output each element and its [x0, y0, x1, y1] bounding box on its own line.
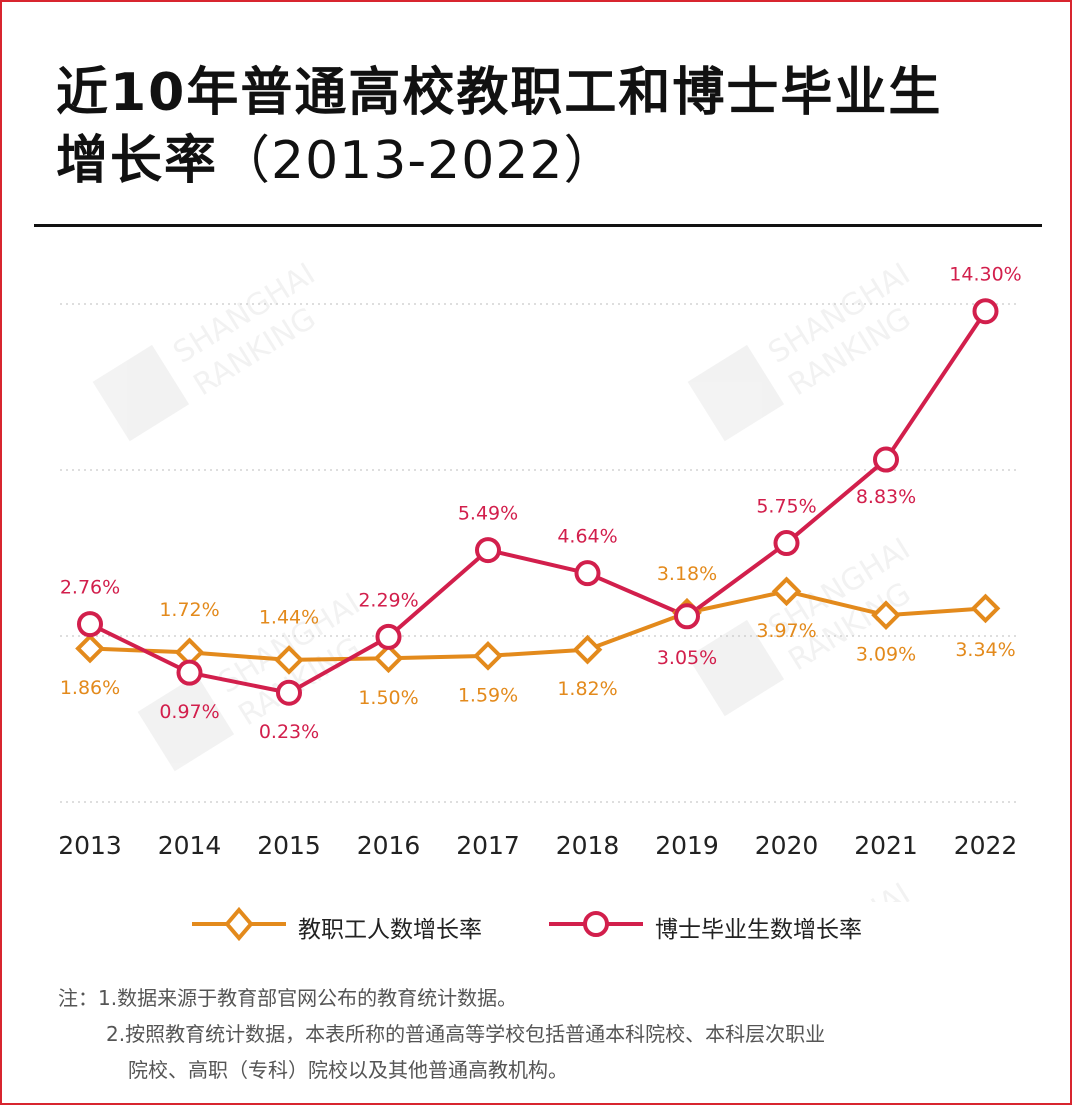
footnote-3: 院校、高职（专科）院校以及其他普通高教机构。	[128, 1058, 568, 1082]
gridlines	[60, 303, 1020, 803]
x-tick-2014: 2014	[158, 831, 222, 860]
circle-marker-icon	[549, 911, 643, 937]
marker-phd-2016	[375, 623, 402, 650]
label-teachers-2015: 1.44%	[259, 606, 319, 628]
label-phd-2021: 8.83%	[856, 486, 916, 508]
series-line-phd	[89, 310, 988, 695]
label-phd-2013: 2.76%	[60, 577, 120, 599]
marker-teachers-2013	[75, 633, 105, 664]
x-tick-2022: 2022	[954, 831, 1018, 860]
x-tick-2020: 2020	[755, 831, 819, 860]
x-tick-2019: 2019	[655, 831, 719, 860]
label-phd-2015: 0.23%	[259, 721, 319, 743]
label-teachers-2022: 3.34%	[955, 639, 1015, 661]
label-phd-2020: 5.75%	[756, 496, 816, 518]
label-phd-2016: 2.29%	[358, 589, 418, 611]
legend-label-teachers: 教职工人数增长率	[298, 917, 482, 943]
x-tick-2017: 2017	[456, 831, 520, 860]
marker-phd-2022	[972, 298, 999, 325]
marker-phd-2013	[77, 611, 103, 638]
label-teachers-2021: 3.09%	[856, 644, 916, 666]
label-teachers-2014: 1.72%	[159, 599, 219, 621]
label-teachers-2016: 1.50%	[358, 687, 418, 709]
series-line-teachers	[89, 589, 986, 662]
series-layer	[75, 298, 1001, 706]
label-phd-2014: 0.97%	[159, 701, 219, 723]
marker-teachers-2018	[572, 634, 603, 665]
marker-teachers-2021	[871, 600, 901, 631]
marker-teachers-2016	[373, 643, 404, 674]
x-tick-2015: 2015	[257, 831, 321, 860]
x-tick-2021: 2021	[854, 831, 918, 860]
x-axis: 2013 2014 2015 2016 2017 2018 2019 2020 2021 2022	[58, 831, 1017, 860]
x-tick-2013: 2013	[58, 831, 122, 860]
marker-teachers-2022	[970, 593, 1001, 624]
watermark-text: SHANGHAI	[762, 876, 916, 902]
marker-teachers-2015	[274, 645, 304, 675]
x-tick-2018: 2018	[556, 831, 620, 860]
marker-phd-2018	[574, 560, 601, 587]
chart-legend: 教职工人数增长率 博士毕业生数增长率	[2, 904, 1070, 944]
chart-title-years: （2013-2022）	[218, 131, 617, 191]
label-teachers-2018: 1.82%	[557, 678, 617, 700]
x-tick-2016: 2016	[357, 831, 421, 860]
label-phd-2019: 3.05%	[657, 647, 717, 669]
marker-phd-2017	[475, 537, 501, 564]
marker-phd-2015	[276, 679, 302, 706]
marker-phd-2021	[873, 446, 899, 473]
marker-teachers-2020	[771, 576, 802, 607]
title-divider	[34, 224, 1042, 227]
marker-phd-2014	[176, 659, 203, 686]
marker-phd-2019	[674, 603, 700, 630]
legend-label-phd: 博士毕业生数增长率	[655, 917, 862, 943]
label-teachers-2013: 1.86%	[60, 677, 120, 699]
marker-phd-2020	[773, 530, 800, 557]
footnote-2: 2.按照教育统计数据，本表所称的普通高等学校包括普通本科院校、本科层次职业	[106, 1022, 826, 1046]
chart-title-main: 增长率	[56, 131, 219, 191]
footnote-1: 注：1.数据来源于教育部官网公布的教育统计数据。	[58, 986, 518, 1010]
diamond-marker-icon	[192, 906, 286, 942]
marker-teachers-2017	[473, 641, 503, 671]
chart-title-line1: 近10年普通高校教职工和博士毕业生	[56, 63, 943, 123]
label-phd-2017: 5.49%	[458, 503, 518, 525]
chart-title-line2: 增长率（2013-2022）	[56, 118, 616, 193]
label-phd-2018: 4.64%	[557, 526, 617, 548]
label-teachers-2017: 1.59%	[458, 684, 518, 706]
label-teachers-2020: 3.97%	[756, 620, 816, 642]
label-teachers-2019: 3.18%	[657, 563, 717, 585]
data-labels: 1.86% 1.72% 1.44% 1.50% 1.59% 1.82% 3.18% 3.97%…	[60, 264, 1022, 744]
label-phd-2022: 14.30%	[949, 264, 1021, 286]
